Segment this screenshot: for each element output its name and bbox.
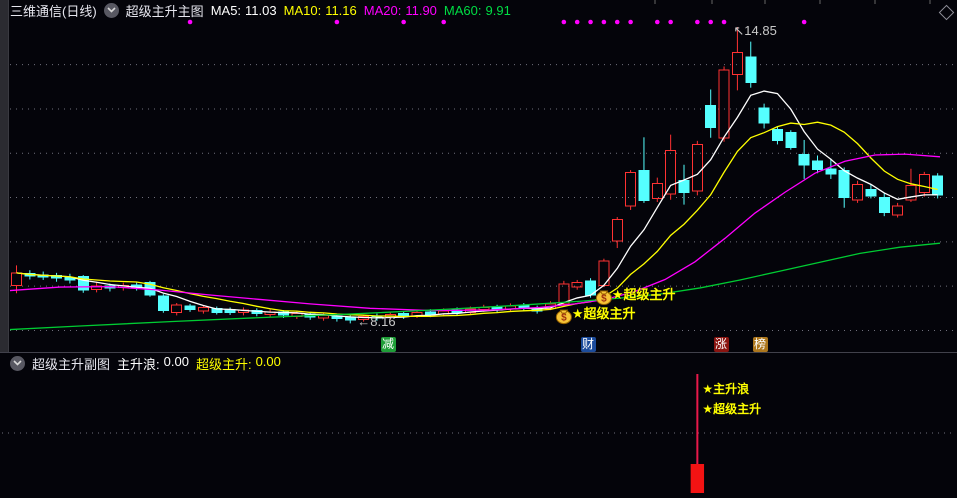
signal-dot [574, 19, 580, 25]
signal-label: ★超级主升 [571, 306, 636, 322]
ma5-readout: MA5: 11.03 [211, 3, 277, 18]
candle-down [184, 305, 196, 311]
stock-name: 三维通信(日线) [10, 3, 97, 19]
candle-down [825, 168, 837, 175]
candle-down [798, 154, 810, 166]
candle-up [571, 282, 583, 288]
candle-up [918, 174, 930, 194]
candle-down [424, 311, 436, 316]
candle-down [878, 197, 890, 214]
sub-chart-area[interactable] [9, 372, 957, 497]
money-bag-icon [559, 309, 569, 314]
panel-divider [0, 352, 957, 353]
ma10-readout: MA10: 11.16 [284, 3, 357, 18]
ma60-value: 9.91 [485, 2, 511, 18]
chaojizhusheng-value: 0.00 [255, 353, 281, 369]
zhushenglang-label: 主升浪: [117, 356, 160, 372]
ma20-value: 11.90 [405, 2, 437, 18]
sub-signal-spike [696, 374, 699, 465]
candle-down [77, 275, 89, 291]
signal-dot [655, 19, 660, 25]
signal-dot [441, 19, 447, 25]
candle-up [905, 185, 917, 201]
zhushenglang-readout: 主升浪: 0.00 [117, 354, 189, 373]
money-bag-icon [599, 290, 609, 295]
candle-up [691, 143, 703, 192]
signal-dot [588, 19, 593, 25]
candle-up [665, 150, 677, 195]
event-badge[interactable]: 减 [380, 337, 396, 352]
signal-dot [614, 19, 620, 25]
candle-up [197, 306, 209, 312]
sub-chart-header: 超级主升副图 主升浪: 0.00 超级主升: 0.00 [10, 354, 281, 372]
sub-signal-label: ★主升浪 [702, 382, 750, 396]
main-chart-area[interactable] [9, 21, 957, 352]
signal-dot [695, 19, 700, 25]
zhushenglang-value: 0.00 [163, 353, 189, 369]
chaojizhusheng-label: 超级主升: [195, 356, 252, 372]
dollar-glyph: $ [561, 313, 567, 324]
ma10-label: MA10: [283, 2, 322, 18]
main-indicator-name: 超级主升主图 [125, 3, 204, 19]
event-badge[interactable]: 榜 [752, 337, 768, 352]
candle-up [558, 283, 570, 305]
signal-dot [401, 19, 406, 25]
candle-up [651, 182, 663, 199]
event-badge[interactable]: 财 [580, 337, 596, 352]
ma-line-ma5 [16, 90, 938, 319]
ma10-value: 11.16 [325, 2, 357, 18]
low-price-annotation: ←8.16 [357, 314, 396, 330]
candle-down [278, 311, 289, 316]
candle-down [865, 189, 877, 197]
left-gutter [0, 0, 9, 352]
candle-up [171, 304, 183, 314]
ma60-readout: MA60: 9.91 [444, 3, 511, 18]
candle-up [625, 172, 637, 207]
signal-dot [668, 19, 673, 25]
signal-dot [601, 19, 607, 25]
signal-dot [628, 19, 633, 25]
signal-dot [801, 19, 807, 25]
signal-label: ★超级主升 [611, 287, 676, 303]
candle-down [758, 107, 770, 124]
sub-indicator-name: 超级主升副图 [32, 356, 111, 372]
ma5-label: MA5: [210, 2, 242, 18]
sub-signal-label: ★超级主升 [702, 402, 762, 416]
candle-down [771, 128, 783, 141]
signal-dot [708, 19, 713, 25]
ma-line-ma10 [16, 121, 938, 318]
ma20-readout: MA20: 11.90 [364, 3, 437, 18]
ma60-label: MA60: [443, 2, 482, 18]
candle-down [745, 56, 757, 83]
main-chart-header: 三维通信(日线) 超级主升主图 MA5: 11.03 MA10: 11.16 M… [10, 0, 511, 20]
dollar-glyph: $ [601, 294, 607, 305]
candle-up [892, 205, 904, 216]
chaojizhusheng-readout: 超级主升: 0.00 [196, 354, 281, 373]
ma20-label: MA20: [363, 2, 402, 18]
signal-dot [721, 19, 727, 25]
ma5-value: 11.03 [245, 2, 277, 18]
candle-up [852, 184, 864, 201]
high-price-annotation: ↖14.85 [733, 23, 777, 38]
candle-down [638, 170, 650, 202]
signal-dot [187, 19, 193, 25]
sub-signal-bar [690, 464, 705, 493]
candle-down [157, 295, 169, 312]
candle-down [785, 131, 797, 148]
ma-line-ma20 [9, 153, 941, 312]
candle-down [678, 180, 690, 194]
chevron-down-icon[interactable] [103, 2, 119, 18]
candle-down [812, 160, 823, 171]
event-badge[interactable]: 涨 [713, 337, 729, 352]
candle-up [731, 51, 743, 75]
chevron-down-icon[interactable] [10, 355, 25, 371]
ma-line-ma60 [9, 242, 941, 331]
signal-dot [334, 19, 340, 25]
candle-down [705, 104, 717, 129]
candle-up [611, 219, 623, 242]
candle-down [211, 307, 223, 314]
signal-dot [561, 19, 567, 25]
